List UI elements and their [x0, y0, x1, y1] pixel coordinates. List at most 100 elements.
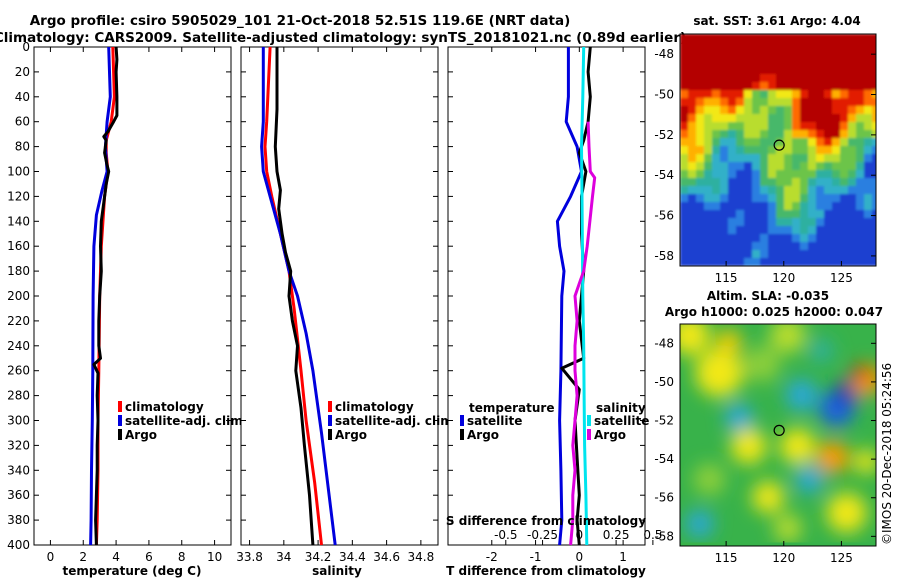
- lat-tick-label: -50: [654, 375, 674, 389]
- lon-tick-label: 115: [715, 551, 738, 565]
- lat-tick-label: -58: [654, 529, 674, 543]
- y-tick-label: 20: [15, 65, 30, 79]
- x-tick-label: 34.8: [408, 550, 435, 564]
- s-tick-label: -0.5: [494, 528, 517, 542]
- series-line-s-satellite: [580, 46, 589, 546]
- sst-map-title: sat. SST: 3.61 Argo: 4.04: [693, 14, 860, 28]
- sst-heatmap: [680, 34, 876, 266]
- s-tick-label: 0.5: [643, 528, 662, 542]
- y-tick-label: 140: [7, 214, 30, 228]
- temperature-xlabel: temperature (deg C): [63, 564, 202, 578]
- y-tick-label: 180: [7, 264, 30, 278]
- argo-position-marker: [773, 139, 785, 151]
- x-tick-label: 6: [145, 550, 153, 564]
- legend-swatch-satellite: [328, 415, 332, 426]
- y-tick-label: 280: [7, 389, 30, 403]
- series-line-satellite-adj-clim-: [260, 47, 337, 546]
- x-tick-label: 8: [178, 550, 186, 564]
- lat-tick-label: -48: [654, 336, 674, 350]
- legend-label-satellite: satellite-adj. clim.: [335, 414, 457, 428]
- lat-tick-label: -52: [654, 128, 674, 142]
- legend-label-t-argo: Argo: [467, 428, 499, 442]
- x-tick-label: 33.8: [236, 550, 263, 564]
- series-line-argo: [92, 46, 119, 546]
- y-tick-label: 40: [15, 90, 30, 104]
- y-tick-label: 120: [7, 189, 30, 203]
- x-tick-label: 0: [576, 550, 584, 564]
- s-tick-label: 0.25: [603, 528, 630, 542]
- lat-tick-label: -56: [654, 209, 674, 223]
- lon-tick-label: 120: [772, 551, 795, 565]
- salinity-xlabel: salinity: [312, 564, 362, 578]
- imos-watermark: ©IMOS 20-Dec-2018 05:24:56: [880, 363, 894, 545]
- legend-label-s-argo: Argo: [594, 428, 626, 442]
- legend-swatch-climatology: [118, 401, 122, 412]
- legend-label-satellite: satellite-adj. clim.: [125, 414, 247, 428]
- legend-label-s-satellite: satellite: [594, 414, 649, 428]
- lat-tick-label: -54: [654, 168, 674, 182]
- legend-title-salinity: salinity: [596, 401, 646, 415]
- x-tick-label: 10: [207, 550, 222, 564]
- y-tick-label: 260: [7, 364, 30, 378]
- x-tick-label: 4: [112, 550, 120, 564]
- y-tick-label: 0: [22, 40, 30, 54]
- s-tick-label: -0.25: [527, 528, 558, 542]
- legend-swatch-climatology: [328, 401, 332, 412]
- series-line-t-satellite: [555, 47, 583, 546]
- y-tick-label: 100: [7, 165, 30, 179]
- x-tick-label: 0: [47, 550, 55, 564]
- temperature-axes-frame: [33, 46, 232, 546]
- legend-swatch-argo: [328, 429, 332, 440]
- x-tick-label: 1: [619, 550, 627, 564]
- salinity-axes-frame: [240, 46, 439, 546]
- y-tick-label: 340: [7, 463, 30, 477]
- difference-axes-frame: [447, 46, 646, 546]
- sla-axes-frame: [679, 323, 877, 547]
- sla-map-title: Altim. SLA: -0.035: [707, 289, 829, 303]
- lat-tick-label: -52: [654, 414, 674, 428]
- sst-map-panel: sat. SST: 3.61 Argo: 4.04 115 120 125 -48 -5…: [654, 14, 877, 285]
- x-tick-label: 34.2: [305, 550, 332, 564]
- temperature-panel: 0204060801001201401601802002202402602803…: [7, 40, 247, 578]
- figure-title-line2: Climatology: CARS2009. Satellite-adjuste…: [0, 30, 686, 46]
- salinity-panel: 33.8 34 34.2 34.4 34.6 34.8 salinity climatol…: [236, 46, 457, 578]
- difference-legend-salinity: salinity satellite Argo: [587, 401, 649, 442]
- legend-title-temperature: temperature: [469, 401, 554, 415]
- y-tick-label: 380: [7, 513, 30, 527]
- x-tick-label: 34: [276, 550, 291, 564]
- legend-label-climatology: climatology: [125, 400, 204, 414]
- y-tick-label: 200: [7, 289, 30, 303]
- legend-swatch-t-satellite: [460, 415, 464, 426]
- x-tick-label: -1: [530, 550, 542, 564]
- temperature-legend: climatology satellite-adj. clim. Argo: [118, 400, 247, 442]
- series-line-s-argo: [569, 121, 597, 546]
- legend-swatch-satellite: [118, 415, 122, 426]
- legend-label-argo: Argo: [125, 428, 157, 442]
- sst-axes-frame: [679, 33, 877, 267]
- series-line-satellite-adj-clim-: [89, 46, 112, 546]
- y-tick-label: 220: [7, 314, 30, 328]
- legend-swatch-t-argo: [460, 429, 464, 440]
- series-line-argo: [273, 47, 315, 546]
- y-tick-label: 60: [15, 115, 30, 129]
- difference-xlabel: T difference from climatology: [446, 564, 646, 578]
- lon-tick-label: 120: [772, 271, 795, 285]
- difference-top-xlabel: S difference from climatology: [446, 514, 646, 528]
- lat-tick-label: -58: [654, 249, 674, 263]
- legend-swatch-s-satellite: [587, 415, 591, 426]
- legend-swatch-s-argo: [587, 429, 591, 440]
- lat-tick-label: -54: [654, 452, 674, 466]
- legend-label-climatology: climatology: [335, 400, 414, 414]
- legend-swatch-argo: [118, 429, 122, 440]
- legend-label-t-satellite: satellite: [467, 414, 522, 428]
- lon-tick-label: 115: [715, 271, 738, 285]
- sla-heatmap: [680, 324, 876, 546]
- lon-tick-label: 125: [830, 271, 853, 285]
- lat-tick-label: -50: [654, 88, 674, 102]
- x-tick-label: -2: [486, 550, 498, 564]
- argo-position-marker: [773, 424, 785, 436]
- lat-tick-label: -56: [654, 491, 674, 505]
- figure-title-line1: Argo profile: csiro 5905029_101 21-Oct-2…: [30, 13, 571, 29]
- difference-panel: -2 -1 0 1-0.5 -0.25 0 0.25 0.5 T difference fro…: [446, 46, 662, 578]
